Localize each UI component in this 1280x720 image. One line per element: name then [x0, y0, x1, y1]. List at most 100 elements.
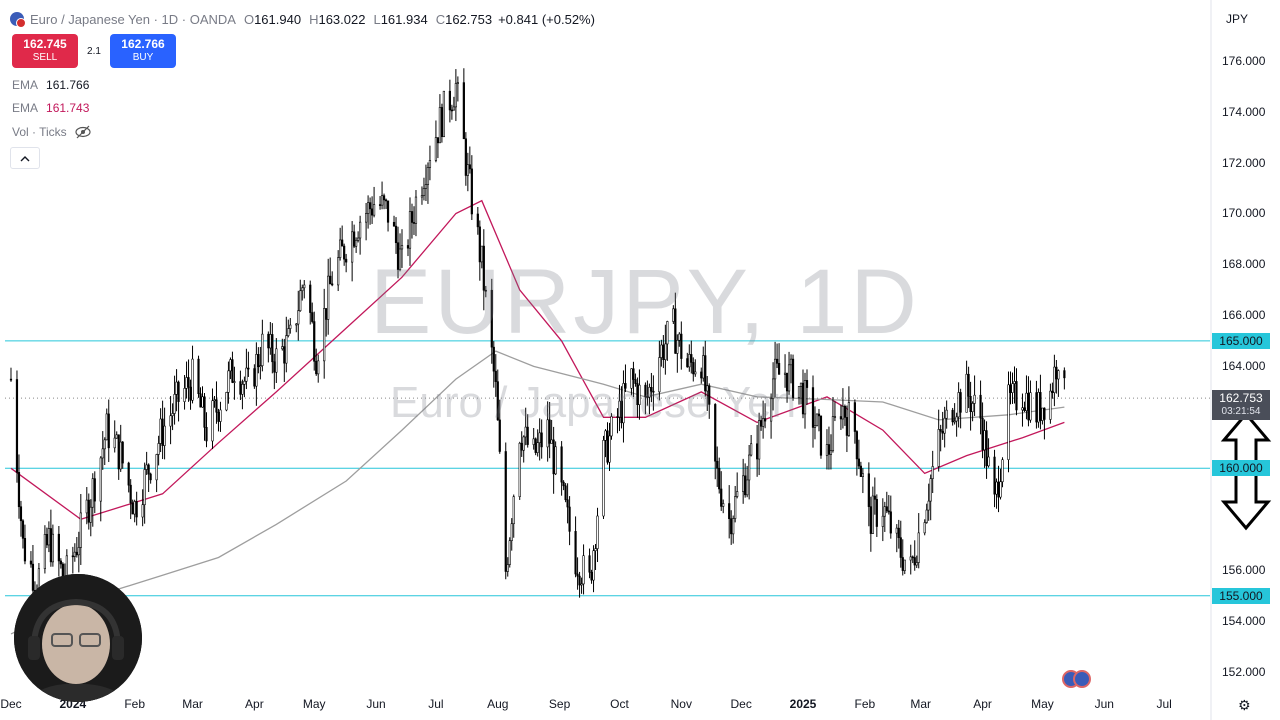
candle-body	[540, 432, 543, 448]
candle-body	[133, 501, 136, 515]
candle-body	[199, 393, 202, 408]
economic-event-icon[interactable]	[1073, 670, 1091, 688]
buy-button[interactable]: 162.766 BUY	[110, 34, 176, 68]
candle-body	[283, 346, 286, 364]
low-label: L	[373, 11, 381, 27]
candle-body	[454, 83, 457, 108]
currency-selector[interactable]: JPY	[1218, 8, 1268, 30]
candle-body	[811, 387, 815, 428]
candle-body	[943, 417, 946, 434]
candle-body	[771, 378, 775, 400]
candle-body	[953, 420, 956, 423]
candle-body	[1063, 370, 1066, 379]
ema-slow-legend[interactable]: EMA 161.743	[12, 100, 89, 116]
candle-body	[345, 258, 348, 263]
open-label: O	[243, 11, 255, 27]
ema-lines	[10, 199, 1065, 635]
double-arrow-icon[interactable]	[1220, 411, 1272, 531]
close-label: C	[435, 11, 446, 27]
candle-body	[995, 481, 998, 495]
candle-body	[871, 495, 874, 534]
candle-body	[883, 506, 886, 517]
candle-body	[169, 415, 172, 427]
symbol-header[interactable]: Euro / Japanese Yen · 1D · OANDA O 161.94…	[10, 10, 595, 28]
candle-body	[287, 328, 290, 336]
candle-body	[239, 381, 242, 395]
candle-body	[652, 390, 655, 393]
candle-body	[275, 348, 278, 373]
time-tick-label: Jun	[366, 697, 386, 711]
candle-body	[606, 430, 609, 463]
candle-body	[311, 312, 314, 322]
candle-body	[686, 358, 689, 368]
candle-body	[913, 557, 916, 566]
candle-body	[400, 245, 404, 250]
candle-body	[981, 417, 984, 451]
candle-body	[672, 308, 675, 322]
eye-off-icon[interactable]	[75, 125, 91, 139]
ema-slow-value: 161.743	[46, 101, 90, 115]
candle-body	[801, 382, 805, 415]
candle-body	[484, 289, 487, 292]
candle-body	[225, 392, 228, 411]
candle-body	[273, 361, 276, 373]
price-tick-label: 170.000	[1222, 206, 1266, 221]
candle-body	[885, 506, 888, 512]
candle-body	[331, 283, 334, 286]
candle-body	[359, 221, 362, 239]
candle-body	[295, 323, 298, 326]
candle-body	[773, 358, 777, 380]
candle-body	[217, 411, 220, 422]
candle-body	[552, 439, 555, 475]
candle-body	[939, 429, 942, 432]
symbol-title[interactable]: Euro / Japanese Yen · 1D · OANDA	[30, 11, 236, 27]
candle-body	[805, 380, 809, 388]
candle-body	[566, 499, 569, 508]
volume-legend[interactable]: Vol · Ticks	[12, 124, 91, 140]
candle-body	[159, 418, 162, 444]
candle-body	[983, 430, 986, 451]
candle-body	[857, 458, 860, 467]
candle-body	[1021, 407, 1024, 411]
time-tick-label: Feb	[854, 697, 876, 711]
candle-body	[353, 231, 356, 247]
collapse-legend-button[interactable]	[10, 147, 40, 169]
candle-body	[959, 392, 962, 413]
candle-body	[815, 413, 819, 427]
candle-body	[1007, 384, 1010, 460]
candle-body	[257, 354, 260, 368]
candle-body	[632, 368, 635, 380]
gear-icon[interactable]: ⚙	[1238, 697, 1251, 713]
candle-body	[1041, 407, 1044, 421]
candle-body	[680, 333, 683, 359]
candle-body	[281, 346, 284, 350]
candle-body	[787, 364, 791, 392]
ema-fast-legend[interactable]: EMA 161.766	[12, 77, 89, 93]
candle-body	[700, 371, 703, 379]
candle-body	[189, 386, 192, 401]
candle-body	[742, 475, 745, 492]
candle-body	[522, 436, 525, 451]
candle-body	[536, 442, 539, 453]
candle-body	[414, 196, 418, 224]
candle-body	[524, 426, 527, 438]
candle-body	[750, 443, 753, 456]
candle-body	[19, 506, 23, 522]
candle-body	[506, 564, 509, 572]
chevron-up-icon	[20, 155, 30, 161]
candle-body	[85, 499, 88, 514]
candle-body	[979, 394, 982, 419]
candle-body	[889, 511, 892, 534]
candle-body	[859, 465, 862, 477]
candle-body	[596, 515, 599, 549]
sell-button[interactable]: 162.745 SELL	[12, 34, 78, 68]
candle-body	[382, 195, 386, 201]
candle-body	[520, 442, 523, 451]
candle-body	[442, 90, 446, 137]
candle-body	[678, 333, 681, 341]
price-tick-label: 168.000	[1222, 257, 1266, 272]
buy-price: 162.766	[121, 37, 165, 51]
candle-body	[955, 416, 958, 422]
candle-body	[813, 425, 817, 428]
